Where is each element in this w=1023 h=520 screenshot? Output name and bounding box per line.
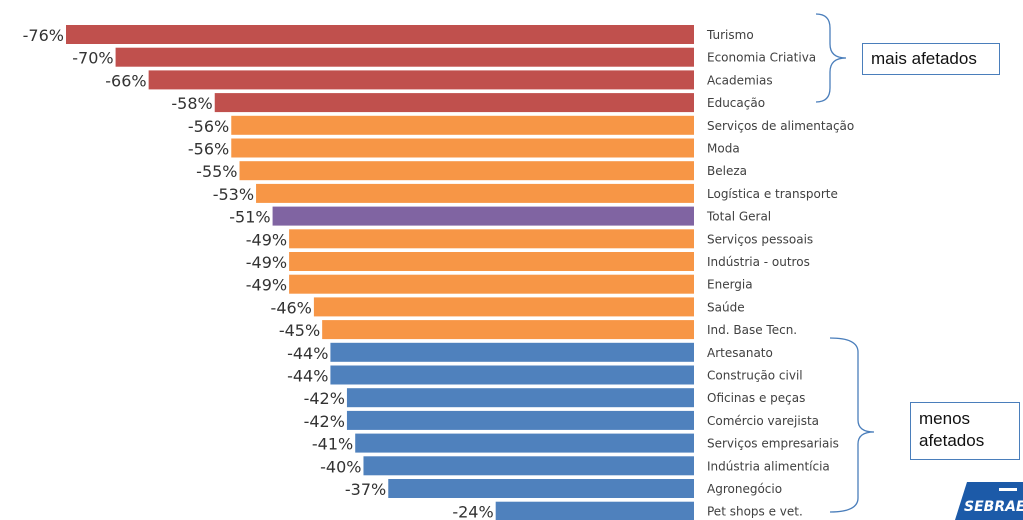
- category-label: Moda: [707, 142, 740, 156]
- value-label: -70%: [72, 49, 113, 68]
- category-label: Serviços pessoais: [707, 232, 813, 246]
- most-affected-callout: mais afetados: [862, 43, 1000, 75]
- category-label: Economia Criativa: [707, 51, 816, 65]
- value-labels-group: -76% -70% -66% -58% -56% -56% -55% -53% -51% -49%…: [23, 26, 494, 520]
- bar: [363, 456, 694, 476]
- value-label: -45%: [279, 321, 320, 340]
- bar: [231, 138, 694, 158]
- category-label: Pet shops e vet.: [707, 505, 803, 519]
- bar: [355, 433, 694, 453]
- bar: [239, 161, 695, 181]
- category-label: Indústria alimentícia: [707, 459, 830, 473]
- value-label: -42%: [304, 389, 345, 408]
- value-label: -40%: [320, 457, 361, 476]
- value-label: -49%: [246, 276, 287, 295]
- bar: [231, 115, 694, 135]
- value-label: -66%: [105, 71, 146, 90]
- value-label: -46%: [271, 298, 312, 317]
- bar: [346, 388, 694, 408]
- category-label: Construção civil: [707, 369, 803, 383]
- bar: [289, 274, 694, 294]
- bar: [330, 365, 694, 385]
- bar: [346, 410, 694, 430]
- bar: [495, 501, 694, 520]
- top-bracket: [815, 13, 847, 103]
- category-label: Energia: [707, 278, 753, 292]
- bar: [330, 342, 694, 362]
- category-label: Agronegócio: [707, 482, 782, 496]
- category-label: Total Geral: [706, 210, 771, 224]
- value-label: -56%: [188, 140, 229, 159]
- least-affected-label-line1: menos: [919, 409, 971, 428]
- bar: [289, 229, 694, 249]
- category-label: Ind. Base Tecn.: [707, 323, 797, 337]
- sebrae-logo: SEBRAE: [955, 482, 1023, 520]
- category-label: Logística e transporte: [707, 187, 838, 201]
- least-affected-label-line2: afetados: [919, 431, 985, 450]
- least-affected-callout: menos afetados: [910, 402, 1020, 460]
- category-labels-group: Turismo Economia Criativa Academias Educaçã…: [706, 28, 854, 519]
- bar: [148, 70, 694, 90]
- category-label: Educação: [707, 96, 765, 110]
- category-label: Indústria - outros: [707, 255, 810, 269]
- bar: [66, 25, 694, 44]
- value-label: -37%: [345, 480, 386, 499]
- value-label: -76%: [23, 26, 64, 45]
- bar: [256, 183, 694, 203]
- value-label: -58%: [171, 94, 212, 113]
- value-label: -42%: [304, 412, 345, 431]
- bottom-bracket: [829, 337, 875, 513]
- category-label: Academias: [707, 73, 773, 87]
- category-label: Artesanato: [707, 346, 773, 360]
- value-label: -49%: [246, 230, 287, 249]
- value-label: -49%: [246, 253, 287, 272]
- bar: [388, 479, 694, 498]
- bar: [289, 252, 694, 271]
- value-label: -53%: [213, 185, 254, 204]
- value-label: -24%: [452, 503, 493, 520]
- bar: [115, 47, 694, 67]
- category-label: Serviços de alimentação: [707, 119, 854, 133]
- category-label: Saúde: [707, 300, 745, 314]
- value-label: -51%: [229, 208, 270, 227]
- value-label: -44%: [287, 367, 328, 386]
- bar: [322, 320, 694, 340]
- category-label: Comércio varejista: [707, 414, 819, 428]
- value-label: -55%: [196, 162, 237, 181]
- category-label: Oficinas e peças: [707, 391, 805, 405]
- bar: [272, 206, 694, 226]
- most-affected-label: mais afetados: [871, 49, 977, 68]
- bars-group: [66, 25, 695, 520]
- value-label: -44%: [287, 344, 328, 363]
- category-label: Beleza: [707, 164, 747, 178]
- category-label: Turismo: [706, 28, 754, 42]
- value-label: -56%: [188, 117, 229, 136]
- logo-text: SEBRAE: [964, 499, 1023, 515]
- bar: [313, 297, 694, 317]
- category-label: Serviços empresariais: [707, 437, 839, 451]
- value-label: -41%: [312, 435, 353, 454]
- bar: [214, 93, 694, 113]
